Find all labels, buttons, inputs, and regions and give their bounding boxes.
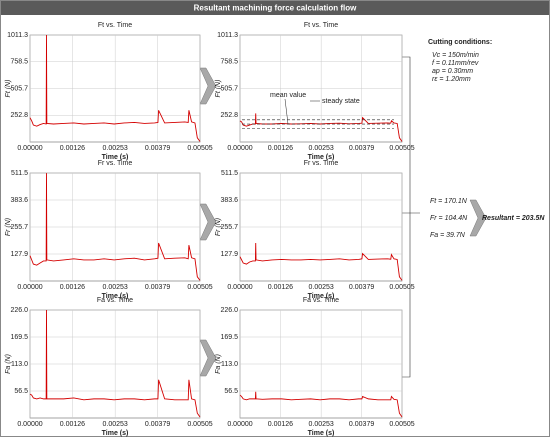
annotation-arrow: [284, 98, 289, 125]
condition: rε = 1.20mm: [432, 76, 471, 83]
result: Ft = 170.1N: [430, 198, 468, 205]
chart-title: Ft vs. Time: [98, 22, 132, 29]
x-tick-label: 0.00126: [268, 284, 293, 291]
y-tick-label: 758.5: [220, 59, 238, 66]
y-tick-label: 255.7: [220, 224, 238, 231]
y-tick-label: 127.9: [220, 251, 238, 258]
y-axis-label: Ft (N): [5, 80, 12, 98]
y-tick-label: 127.9: [10, 251, 28, 258]
y-axis-label: Fa (N): [5, 354, 12, 374]
y-tick-label: 226.0: [220, 307, 238, 314]
y-tick-label: 252.8: [220, 112, 238, 119]
x-tick-label: 0.00126: [60, 145, 85, 152]
x-tick-label: 0.00379: [145, 421, 170, 428]
x-tick-label: 0.00505: [187, 284, 212, 291]
x-tick-label: 0.00379: [145, 145, 170, 152]
y-axis-label: Ft (N): [215, 80, 222, 98]
force-line: [29, 309, 201, 418]
y-tick-label: 383.6: [220, 197, 238, 204]
y-axis-label: Fr (N): [5, 218, 12, 236]
y-tick-label: 56.5: [14, 388, 28, 395]
resultant: Resultant = 203.5N: [482, 215, 545, 222]
x-tick-label: 0.00253: [103, 145, 128, 152]
title-bar: [1, 1, 549, 15]
y-tick-label: 383.6: [10, 197, 28, 204]
x-tick-label: 0.00253: [103, 284, 128, 291]
x-tick-label: 0.00505: [187, 421, 212, 428]
conditions-heading: Cutting conditions:: [428, 39, 492, 46]
x-tick-label: 0.00000: [17, 145, 42, 152]
y-tick-label: 113.0: [11, 361, 28, 368]
figure-title: Resultant machining force calculation fl…: [194, 4, 357, 13]
chart-title: Ft vs. Time: [304, 22, 338, 29]
x-tick-label: 0.00379: [349, 145, 374, 152]
chart-title: Fa vs. Time: [303, 297, 339, 304]
x-tick-label: 0.00000: [227, 284, 252, 291]
force-line: [29, 173, 201, 281]
flow-arrows: [199, 67, 487, 377]
y-tick-label: 56.5: [224, 388, 238, 395]
y-tick-label: 1011.3: [7, 32, 28, 39]
x-axis-label: Time (s): [102, 154, 129, 161]
x-axis-label: Time (s): [308, 154, 335, 161]
x-tick-label: 0.00379: [349, 421, 374, 428]
x-tick-label: 0.00000: [17, 284, 42, 291]
y-tick-label: 169.5: [10, 334, 28, 341]
y-tick-label: 511.5: [221, 170, 238, 177]
annotation: steady state: [322, 98, 360, 105]
x-tick-label: 0.00505: [187, 145, 212, 152]
condition: Vc = 150m/min: [432, 52, 479, 59]
x-tick-label: 0.00253: [103, 421, 128, 428]
steady-state-markers: [242, 119, 394, 129]
x-axis-label: Time (s): [308, 430, 335, 437]
x-tick-label: 0.00126: [268, 145, 293, 152]
x-tick-label: 0.00379: [145, 284, 170, 291]
y-tick-label: 758.5: [10, 59, 28, 66]
x-axis-label: Time (s): [102, 293, 129, 300]
x-tick-label: 0.00253: [309, 145, 334, 152]
annotation: mean value: [270, 92, 306, 99]
condition: ap = 0.30mm: [432, 68, 473, 75]
force-line: [239, 391, 403, 418]
x-tick-label: 0.00253: [309, 421, 334, 428]
chart-title: Fr vs. Time: [304, 160, 339, 167]
x-tick-label: 0.00126: [60, 284, 85, 291]
x-axis-label: Time (s): [308, 293, 335, 300]
y-tick-label: 505.7: [220, 85, 238, 92]
y-tick-label: 1011.3: [217, 32, 238, 39]
y-axis-label: Fa (N): [215, 354, 222, 374]
x-tick-label: 0.00126: [60, 421, 85, 428]
result: Fa = 39.7N: [430, 232, 466, 239]
y-tick-label: 226.0: [10, 307, 28, 314]
force-line: [29, 35, 201, 142]
force-line: [239, 242, 403, 281]
x-axis-label: Time (s): [102, 430, 129, 437]
y-tick-label: 505.7: [10, 85, 28, 92]
x-tick-label: 0.00126: [268, 421, 293, 428]
x-tick-label: 0.00253: [309, 284, 334, 291]
y-tick-label: 113.0: [221, 361, 238, 368]
x-tick-label: 0.00505: [389, 145, 414, 152]
y-axis-label: Fr (N): [215, 218, 222, 236]
chart-title: Fr vs. Time: [98, 160, 133, 167]
x-tick-label: 0.00000: [227, 421, 252, 428]
y-tick-label: 255.7: [10, 224, 28, 231]
y-tick-label: 252.8: [10, 112, 28, 119]
y-tick-label: 169.5: [220, 334, 238, 341]
x-tick-label: 0.00000: [17, 421, 42, 428]
chart-title: Fa vs. Time: [97, 297, 133, 304]
x-tick-label: 0.00379: [349, 284, 374, 291]
y-tick-label: 511.5: [11, 170, 28, 177]
x-tick-label: 0.00505: [389, 421, 414, 428]
result: Fr = 104.4N: [430, 215, 468, 222]
x-tick-label: 0.00505: [389, 284, 414, 291]
x-tick-label: 0.00000: [227, 145, 252, 152]
condition: f = 0.11mm/rev: [432, 60, 479, 67]
